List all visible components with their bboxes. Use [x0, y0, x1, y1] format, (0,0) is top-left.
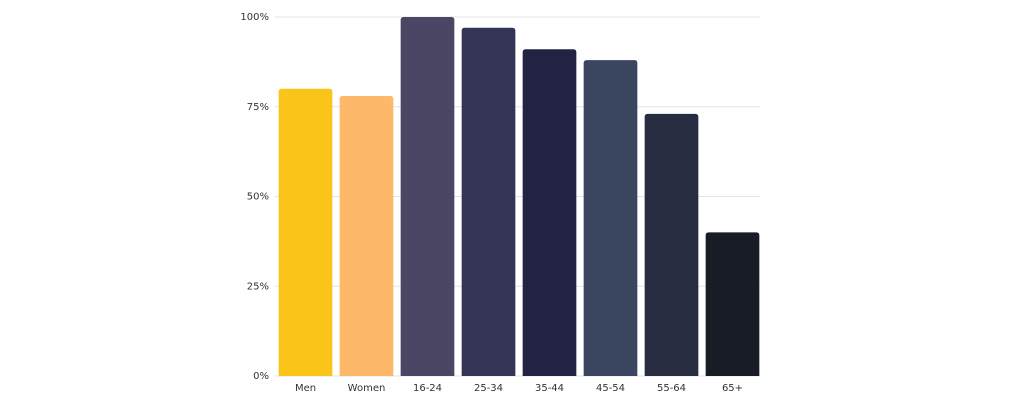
y-tick-label: 50%: [247, 192, 269, 203]
x-tick-label: 55-64: [657, 383, 686, 394]
y-tick-label: 0%: [253, 371, 269, 382]
x-tick-label: 45-54: [596, 383, 625, 394]
bar: [522, 49, 577, 377]
bar: [644, 113, 699, 377]
x-tick-label: 65+: [722, 383, 743, 394]
y-tick-label: 75%: [247, 102, 269, 113]
x-tick-label: Women: [348, 383, 386, 394]
bar: [705, 232, 760, 376]
bar: [461, 27, 516, 377]
x-tick-label: 25-34: [474, 383, 503, 394]
x-tick-label: Men: [295, 383, 316, 394]
y-tick-label: 25%: [247, 281, 269, 292]
bar: [583, 60, 638, 376]
y-tick-label: 100%: [240, 12, 269, 23]
bar: [278, 88, 333, 377]
bar: [339, 95, 394, 376]
x-tick-label: 16-24: [413, 383, 442, 394]
bar: [400, 17, 455, 376]
x-tick-label: 35-44: [535, 383, 564, 394]
